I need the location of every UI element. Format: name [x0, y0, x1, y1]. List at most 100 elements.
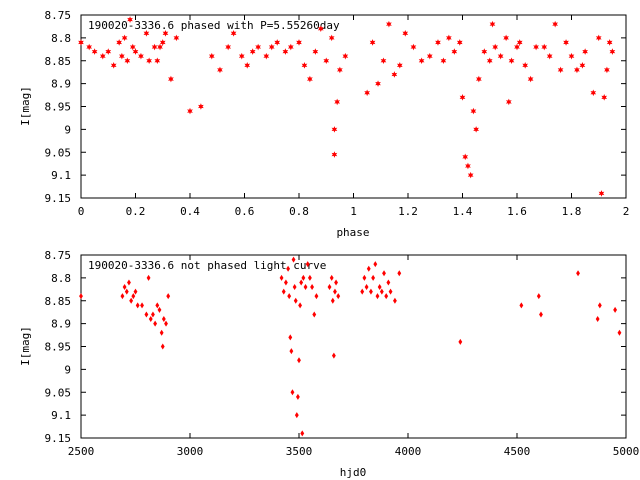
phased-data-point: [238, 52, 245, 60]
phased-data-point: [541, 43, 548, 51]
phased-x-tick-label: 0.6: [235, 205, 255, 218]
phased-x-tick-label: 0.2: [126, 205, 146, 218]
phased-data-point: [473, 126, 479, 133]
phased-data-point: [503, 34, 509, 42]
unphased-data-point: [161, 316, 166, 323]
phased-y-tick-label: 8.75: [45, 9, 72, 22]
unphased-x-tick-label: 2500: [68, 445, 95, 458]
unphased-data-point: [120, 293, 125, 300]
phased-data-point: [508, 57, 515, 65]
unphased-data-point: [334, 279, 338, 286]
unphased-plot-title: 190020-3336.6 not phased light curve: [88, 259, 326, 272]
phased-data-point: [459, 94, 466, 101]
phased-data-point: [217, 66, 223, 74]
unphased-data-point: [386, 279, 391, 286]
unphased-data-point: [166, 293, 171, 300]
phased-data-point: [124, 57, 131, 65]
phased-data-point: [159, 39, 166, 46]
phased-data-point: [168, 75, 174, 83]
unphased-data-point: [288, 334, 293, 341]
phased-data-point: [402, 30, 409, 37]
phased-data-point: [435, 39, 441, 46]
unphased-data-point: [595, 316, 600, 323]
unphased-y-axis-label: I[mag]: [19, 326, 32, 366]
phased-data-point: [225, 43, 232, 51]
unphased-axis-ticks: 2500 3000 3500 4000 4500 5000 8.75 8.8 8.85 8.9 8.…: [45, 249, 640, 458]
phased-data-point: [154, 57, 161, 65]
phased-data-point: [138, 52, 144, 60]
phased-x-tick-label: 0.8: [289, 205, 309, 218]
phased-data-point: [331, 126, 338, 133]
phased-data-point: [462, 153, 469, 161]
unphased-data-point: [164, 320, 168, 327]
phased-data-point: [187, 107, 193, 115]
phased-data-point: [198, 103, 204, 110]
phased-y-tick-label: 8.85: [45, 55, 72, 68]
unphased-data-point: [153, 320, 158, 327]
phased-data-point: [505, 98, 512, 106]
unphased-y-tick-label: 8.75: [45, 249, 72, 262]
unphased-data-point: [297, 357, 301, 364]
unphased-data-point: [539, 311, 543, 318]
unphased-data-point: [291, 256, 296, 263]
phased-data-point: [86, 43, 93, 51]
unphased-data-point: [373, 261, 378, 268]
phased-data-point: [386, 20, 392, 28]
unphased-y-tick-label: 8.9: [51, 318, 71, 331]
phased-plot-title: 190020-3336.6 phased with P=5.55260day: [88, 19, 340, 32]
unphased-data-point: [160, 343, 165, 350]
phased-data-point: [609, 48, 616, 55]
phased-data-point: [132, 48, 139, 55]
phased-y-axis-label: I[mag]: [19, 86, 32, 126]
unphased-data-point: [458, 338, 463, 345]
unphased-data-point: [299, 279, 304, 286]
unphased-data-point: [336, 293, 341, 300]
phased-data-point: [527, 75, 534, 83]
phased-data-point: [546, 52, 553, 60]
unphased-data-point: [576, 270, 580, 277]
unphased-data-point: [79, 293, 83, 300]
phased-data-point: [263, 52, 270, 60]
phased-data-point: [369, 39, 376, 46]
phased-x-tick-label: 1.2: [398, 205, 418, 218]
phased-y-tick-label: 9.05: [45, 146, 72, 159]
phased-data-point: [91, 48, 98, 55]
phased-data-point: [470, 107, 477, 115]
phased-data-point: [579, 62, 586, 69]
unphased-data-point: [382, 270, 386, 277]
phased-data-point: [110, 62, 117, 69]
unphased-data-point: [287, 293, 292, 300]
phased-data-point: [595, 34, 602, 42]
unphased-y-tick-label: 8.95: [45, 341, 72, 354]
phased-panel: 190020-3336.6 phased with P=5.55260day p…: [19, 9, 629, 239]
unphased-data-point: [330, 297, 335, 304]
phased-data-point: [516, 39, 523, 46]
phased-data-point: [99, 52, 106, 60]
phased-data-point: [574, 66, 580, 74]
unphased-data-point: [307, 274, 312, 281]
unphased-data-point: [281, 288, 286, 295]
phased-data-point: [446, 34, 452, 42]
unphased-data-point: [364, 284, 369, 291]
phased-data-point: [274, 39, 281, 46]
unphased-x-axis-label: hjd0: [340, 466, 367, 479]
unphased-data-point: [617, 329, 622, 336]
phased-data-point: [116, 39, 123, 46]
phased-data-point: [410, 43, 417, 51]
unphased-data-point: [369, 288, 373, 295]
phased-data-point: [364, 89, 370, 97]
phased-data-point: [312, 48, 319, 55]
phased-y-tick-label: 9.1: [51, 169, 71, 182]
unphased-data-point: [301, 274, 306, 281]
phased-data-point: [522, 62, 529, 69]
unphased-data-point: [159, 329, 164, 336]
unphased-data-point: [129, 297, 134, 304]
phased-x-tick-label: 0.4: [180, 205, 200, 218]
unphased-data-point: [298, 302, 303, 309]
unphased-data-point: [290, 389, 295, 396]
phased-data-point: [105, 48, 112, 55]
phased-data-point: [268, 43, 275, 51]
phased-data-point: [426, 52, 433, 60]
phased-data-point: [375, 80, 381, 87]
phased-data-point: [514, 43, 520, 51]
